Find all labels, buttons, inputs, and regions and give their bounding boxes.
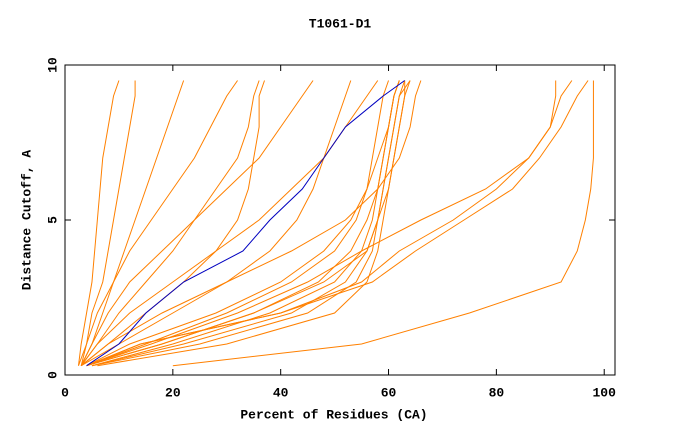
curve [80,80,136,366]
curve [86,80,589,367]
x-axis-label: Percent of Residues (CA) [240,407,427,422]
lines [77,80,594,367]
curve [80,80,352,367]
curve [80,80,422,367]
x-tick-label: 60 [381,385,397,400]
curve [86,80,573,367]
curve [80,80,314,366]
curve [80,80,265,367]
x-tick-label: 40 [273,385,289,400]
curve [172,80,594,367]
curve [80,80,185,366]
x-tick-label: 100 [593,385,617,400]
x-tick-label: 80 [489,385,505,400]
curve [80,80,379,366]
x-tick-label: 0 [61,385,69,400]
curve [78,80,238,366]
curve [91,80,411,367]
curve [86,80,405,367]
chart-title: T1061-D1 [309,16,372,31]
curve [86,80,400,367]
x-tick-label: 20 [165,385,181,400]
curve [80,80,260,366]
curve [86,80,406,367]
y-tick-label: 10 [45,57,60,73]
curve [86,80,557,367]
y-tick-label: 0 [45,371,60,379]
curve [91,80,406,367]
curve [77,80,120,366]
y-tick-label: 5 [45,216,60,224]
y-axis-label: Distance Cutoff, A [19,150,34,291]
curve [86,80,390,367]
curve [91,80,400,367]
